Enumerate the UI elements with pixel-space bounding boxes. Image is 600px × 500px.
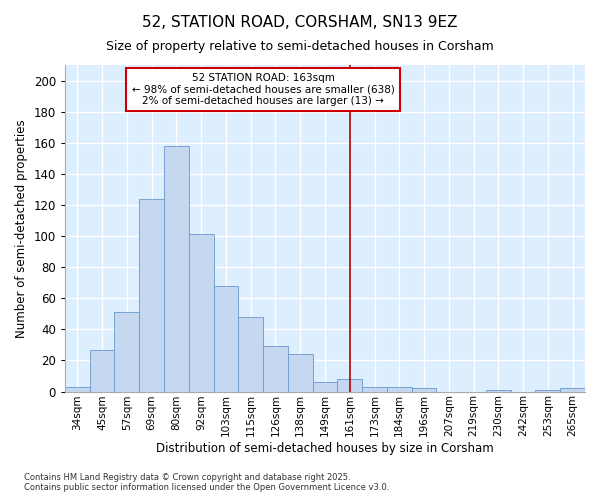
Bar — [313, 382, 337, 392]
Bar — [387, 387, 412, 392]
Bar — [189, 234, 214, 392]
Bar — [90, 350, 115, 392]
Bar — [238, 317, 263, 392]
Bar — [115, 312, 139, 392]
X-axis label: Distribution of semi-detached houses by size in Corsham: Distribution of semi-detached houses by … — [156, 442, 494, 455]
Bar — [214, 286, 238, 392]
Bar — [288, 354, 313, 392]
Bar — [139, 198, 164, 392]
Text: 52 STATION ROAD: 163sqm
← 98% of semi-detached houses are smaller (638)
2% of se: 52 STATION ROAD: 163sqm ← 98% of semi-de… — [131, 73, 395, 106]
Bar — [362, 387, 387, 392]
Bar — [263, 346, 288, 392]
Y-axis label: Number of semi-detached properties: Number of semi-detached properties — [15, 119, 28, 338]
Text: Size of property relative to semi-detached houses in Corsham: Size of property relative to semi-detach… — [106, 40, 494, 53]
Bar — [560, 388, 585, 392]
Bar — [337, 379, 362, 392]
Bar — [535, 390, 560, 392]
Text: 52, STATION ROAD, CORSHAM, SN13 9EZ: 52, STATION ROAD, CORSHAM, SN13 9EZ — [142, 15, 458, 30]
Bar — [412, 388, 436, 392]
Bar — [486, 390, 511, 392]
Bar — [164, 146, 189, 392]
Bar — [65, 387, 90, 392]
Text: Contains HM Land Registry data © Crown copyright and database right 2025.
Contai: Contains HM Land Registry data © Crown c… — [24, 473, 389, 492]
